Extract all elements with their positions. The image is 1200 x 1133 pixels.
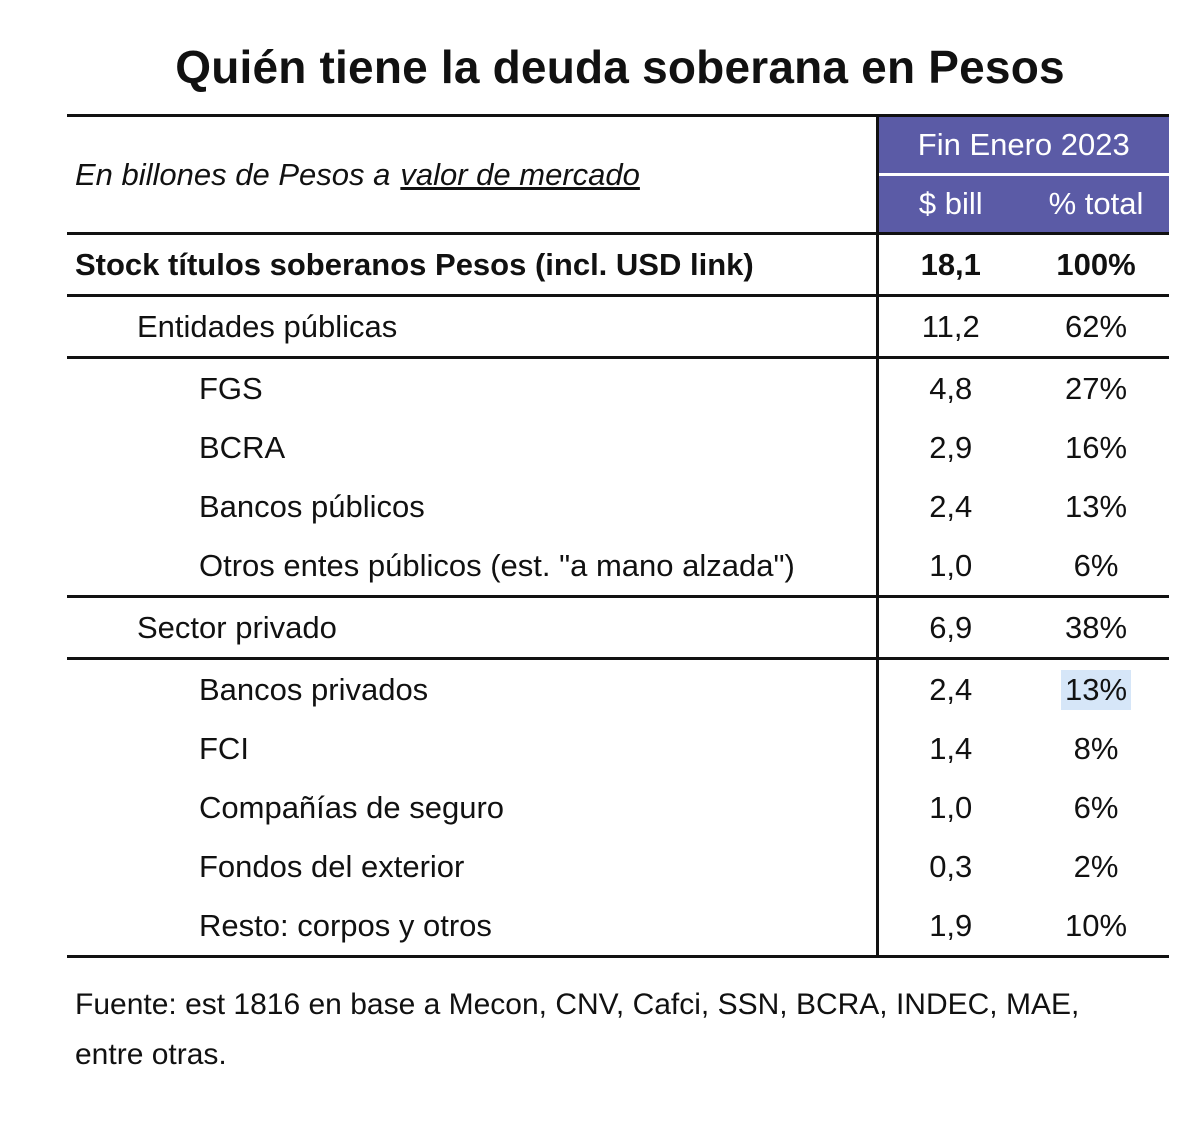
row-label: FGS (67, 357, 879, 418)
row-label: Sector privado (67, 596, 879, 660)
row-value: 18,1 (877, 232, 1023, 297)
pct-column-header: % total (1023, 174, 1170, 234)
row-label: Otros entes públicos (est. "a mano alzad… (67, 536, 879, 598)
row-value: 1,4 (929, 730, 973, 766)
row-value: 1,0 (877, 536, 1023, 598)
row-value: 0,3 (929, 848, 973, 884)
row-value: 11,2 (877, 295, 1023, 359)
row-pct: 100% (1023, 232, 1170, 297)
table-row: BCRA 2,9 16% (67, 418, 1169, 477)
row-pct: 10% (1023, 896, 1170, 958)
units-caption: En billones de Pesos a valor de mercado (67, 114, 879, 234)
row-label: Compañías de seguro (67, 778, 879, 837)
row-value: 2,4 (929, 488, 973, 524)
row-label: Entidades públicas (67, 295, 879, 359)
row-pct: 62% (1023, 295, 1170, 359)
debt-holders-table-container: En billones de Pesos a valor de mercado F… (67, 114, 1170, 958)
row-pct: 16% (1064, 429, 1128, 465)
value-column-header: $ bill (877, 174, 1023, 234)
row-pct: 13% (1064, 488, 1128, 524)
table-row: Sector privado 6,9 38% (67, 596, 1170, 660)
table-row: FCI 1,4 8% (67, 719, 1169, 778)
table-row: Bancos privados 2,4 13% (67, 658, 1169, 720)
selected-cell-highlight: 13% (1060, 669, 1132, 710)
row-label: Resto: corpos y otros (67, 896, 879, 958)
row-value: 1,9 (877, 896, 1023, 958)
row-label: Bancos públicos (67, 477, 879, 536)
row-value: 2,9 (929, 429, 973, 465)
row-pct: 6% (1073, 789, 1119, 825)
row-label: BCRA (67, 418, 879, 477)
table-row: Resto: corpos y otros 1,9 10% (67, 896, 1170, 958)
page-title: Quién tiene la deuda soberana en Pesos (175, 41, 1065, 93)
table-row: Otros entes públicos (est. "a mano alzad… (67, 536, 1170, 598)
row-pct: 27% (1064, 370, 1128, 406)
row-value: 4,8 (929, 370, 973, 406)
units-caption-prefix: En billones de Pesos a (75, 156, 391, 192)
table-row: Fondos del exterior 0,3 2% (67, 837, 1169, 896)
header-row-sub: $ bill % total (67, 174, 1170, 234)
period-header: Fin Enero 2023 (877, 114, 1170, 176)
row-pct: 2% (1073, 848, 1119, 884)
source-note: Fuente: est 1816 en base a Mecon, CNV, C… (75, 988, 1080, 1071)
row-pct: 8% (1073, 730, 1119, 766)
table-row: Stock títulos soberanos Pesos (incl. USD… (67, 232, 1170, 297)
row-label: Fondos del exterior (67, 837, 879, 896)
row-value: 2,4 (929, 671, 973, 707)
row-label: FCI (67, 719, 879, 778)
row-pct: 13% (1023, 659, 1169, 720)
table-row: Compañías de seguro 1,0 6% (67, 778, 1169, 837)
debt-holders-table: En billones de Pesos a valor de mercado F… (67, 114, 1170, 958)
row-label: Stock títulos soberanos Pesos (incl. USD… (67, 232, 879, 297)
table-row: FGS 4,8 27% (67, 357, 1169, 418)
table-row: Entidades públicas 11,2 62% (67, 295, 1170, 359)
row-pct: 6% (1023, 536, 1170, 598)
row-value: 1,0 (929, 789, 973, 825)
table-row: Bancos públicos 2,4 13% (67, 477, 1169, 536)
units-caption-underlined: valor de mercado (400, 156, 640, 192)
row-pct: 38% (1023, 596, 1170, 660)
row-label: Bancos privados (67, 658, 879, 719)
header-row-top: En billones de Pesos a valor de mercado F… (67, 114, 1170, 234)
row-value: 6,9 (877, 596, 1023, 660)
